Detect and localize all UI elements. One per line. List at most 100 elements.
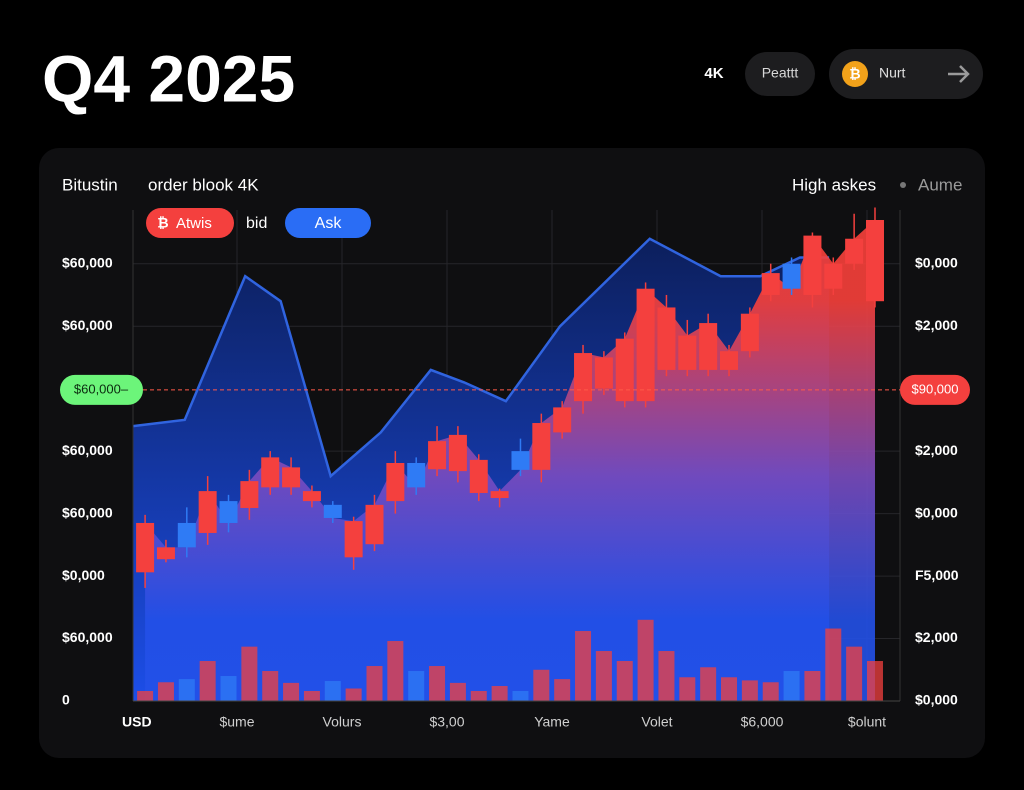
price-badge-right [900, 374, 970, 405]
candle-body [615, 338, 634, 402]
x-tick-label: $ume [219, 714, 254, 730]
candle-body [845, 238, 864, 264]
candle-body [323, 504, 342, 518]
candle-body [720, 351, 739, 370]
volume-bar [637, 619, 654, 701]
arrow-icon [948, 65, 970, 83]
y2-tick-label: F5,000 [915, 567, 959, 583]
coin-button-bg[interactable] [829, 49, 983, 99]
candle-body [198, 491, 217, 533]
candle-body [574, 353, 593, 402]
volume-bar [700, 667, 717, 701]
volume-bar [575, 631, 592, 701]
volume-bar [408, 671, 425, 701]
legend-right-label: High askes [792, 175, 876, 194]
price-badge-right-label: $90,000 [912, 381, 959, 396]
y-tick-label: $60,000 [62, 317, 113, 333]
volume-bar [262, 671, 279, 701]
x-tick-label: $3,00 [429, 714, 464, 730]
candle-body [594, 357, 613, 389]
coin-button-label[interactable]: Nurt [879, 65, 906, 81]
y2-tick-label: $2,000 [915, 317, 958, 333]
legend-pill[interactable] [285, 208, 371, 238]
page-title: Q4 2025 [42, 41, 295, 115]
candle-body [699, 323, 718, 370]
y-tick-label: $60,000 [62, 442, 113, 458]
x-tick-label: Volurs [323, 714, 362, 730]
x-tick-label: Volet [641, 714, 672, 730]
candle-body [824, 263, 843, 289]
candle-body [511, 451, 530, 470]
y2-tick-label: $0,000 [915, 692, 958, 708]
legend-right-label: Aume [918, 175, 962, 194]
candle-body [636, 288, 655, 402]
volume-bar [616, 661, 633, 701]
legend-icon: ₿ [157, 215, 168, 231]
volume-bar [387, 641, 404, 701]
candle-body [156, 547, 175, 560]
overlay: 0 $60,000 $0,000 $60,000 $60,000 $60,000 $60,0… [60, 208, 970, 730]
candle-body [177, 522, 196, 548]
legend-pill[interactable] [146, 208, 234, 238]
coin-symbol: ₿ [849, 66, 860, 82]
candle-body [240, 481, 259, 508]
volume-bar [283, 682, 300, 701]
y2-tick-label: $0,000 [915, 504, 958, 520]
volume-bar [345, 688, 362, 701]
candle-body [657, 307, 676, 370]
candle-body [386, 462, 405, 502]
candle-body [407, 462, 426, 488]
candle-body [553, 407, 572, 433]
candle-body [490, 491, 509, 498]
volume-bar [825, 628, 842, 701]
y-tick-label: $60,000 [62, 504, 113, 520]
volume-bar [303, 691, 320, 701]
candle-body [761, 273, 780, 295]
volume-bar [241, 646, 258, 701]
volume-bar [324, 681, 341, 701]
volume-bar [429, 666, 446, 701]
y2-tick-label: $2,000 [915, 629, 958, 645]
volume-bar [491, 686, 508, 701]
button-bg[interactable] [745, 52, 815, 96]
coin-button[interactable]: ₿ Nurt [829, 49, 983, 99]
x-tick-label: $olunt [848, 714, 886, 730]
volume-bar [157, 682, 174, 701]
candle-body [448, 434, 467, 472]
volume-bar [366, 666, 383, 701]
volume-bar [721, 677, 738, 701]
button[interactable]: Peattt [745, 52, 815, 96]
legend-label: Ask [315, 215, 343, 232]
candle-body [344, 521, 363, 558]
candle-body [532, 423, 551, 470]
chart-title: Bitustin [62, 175, 118, 194]
separator-dot [900, 182, 906, 188]
candle-body [803, 235, 822, 295]
candle-body [428, 441, 447, 470]
volume-bar [804, 671, 821, 701]
candle-body [136, 522, 155, 573]
x-unit-label: USD [122, 714, 152, 730]
volume-bar [178, 679, 195, 701]
y2-tick-label: $2,000 [915, 442, 958, 458]
volume-bar [866, 661, 883, 701]
candle-body [469, 459, 488, 493]
volume-bar [137, 691, 154, 701]
candle-body [365, 504, 384, 545]
x-tick-label: $6,000 [741, 714, 784, 730]
candle-body [282, 467, 301, 488]
volume-bar [220, 676, 237, 701]
volume-bar [741, 680, 758, 701]
volume-bar [679, 677, 696, 701]
price-badge-left [60, 374, 143, 405]
candle-body [865, 219, 884, 302]
candle-body [219, 501, 238, 523]
candle-body [740, 313, 759, 352]
volume-bar [449, 682, 466, 701]
button-label[interactable]: Peattt [762, 65, 799, 81]
legend-label: Atwis [176, 215, 212, 232]
volume-bar [595, 651, 612, 701]
candle-body [261, 457, 280, 488]
